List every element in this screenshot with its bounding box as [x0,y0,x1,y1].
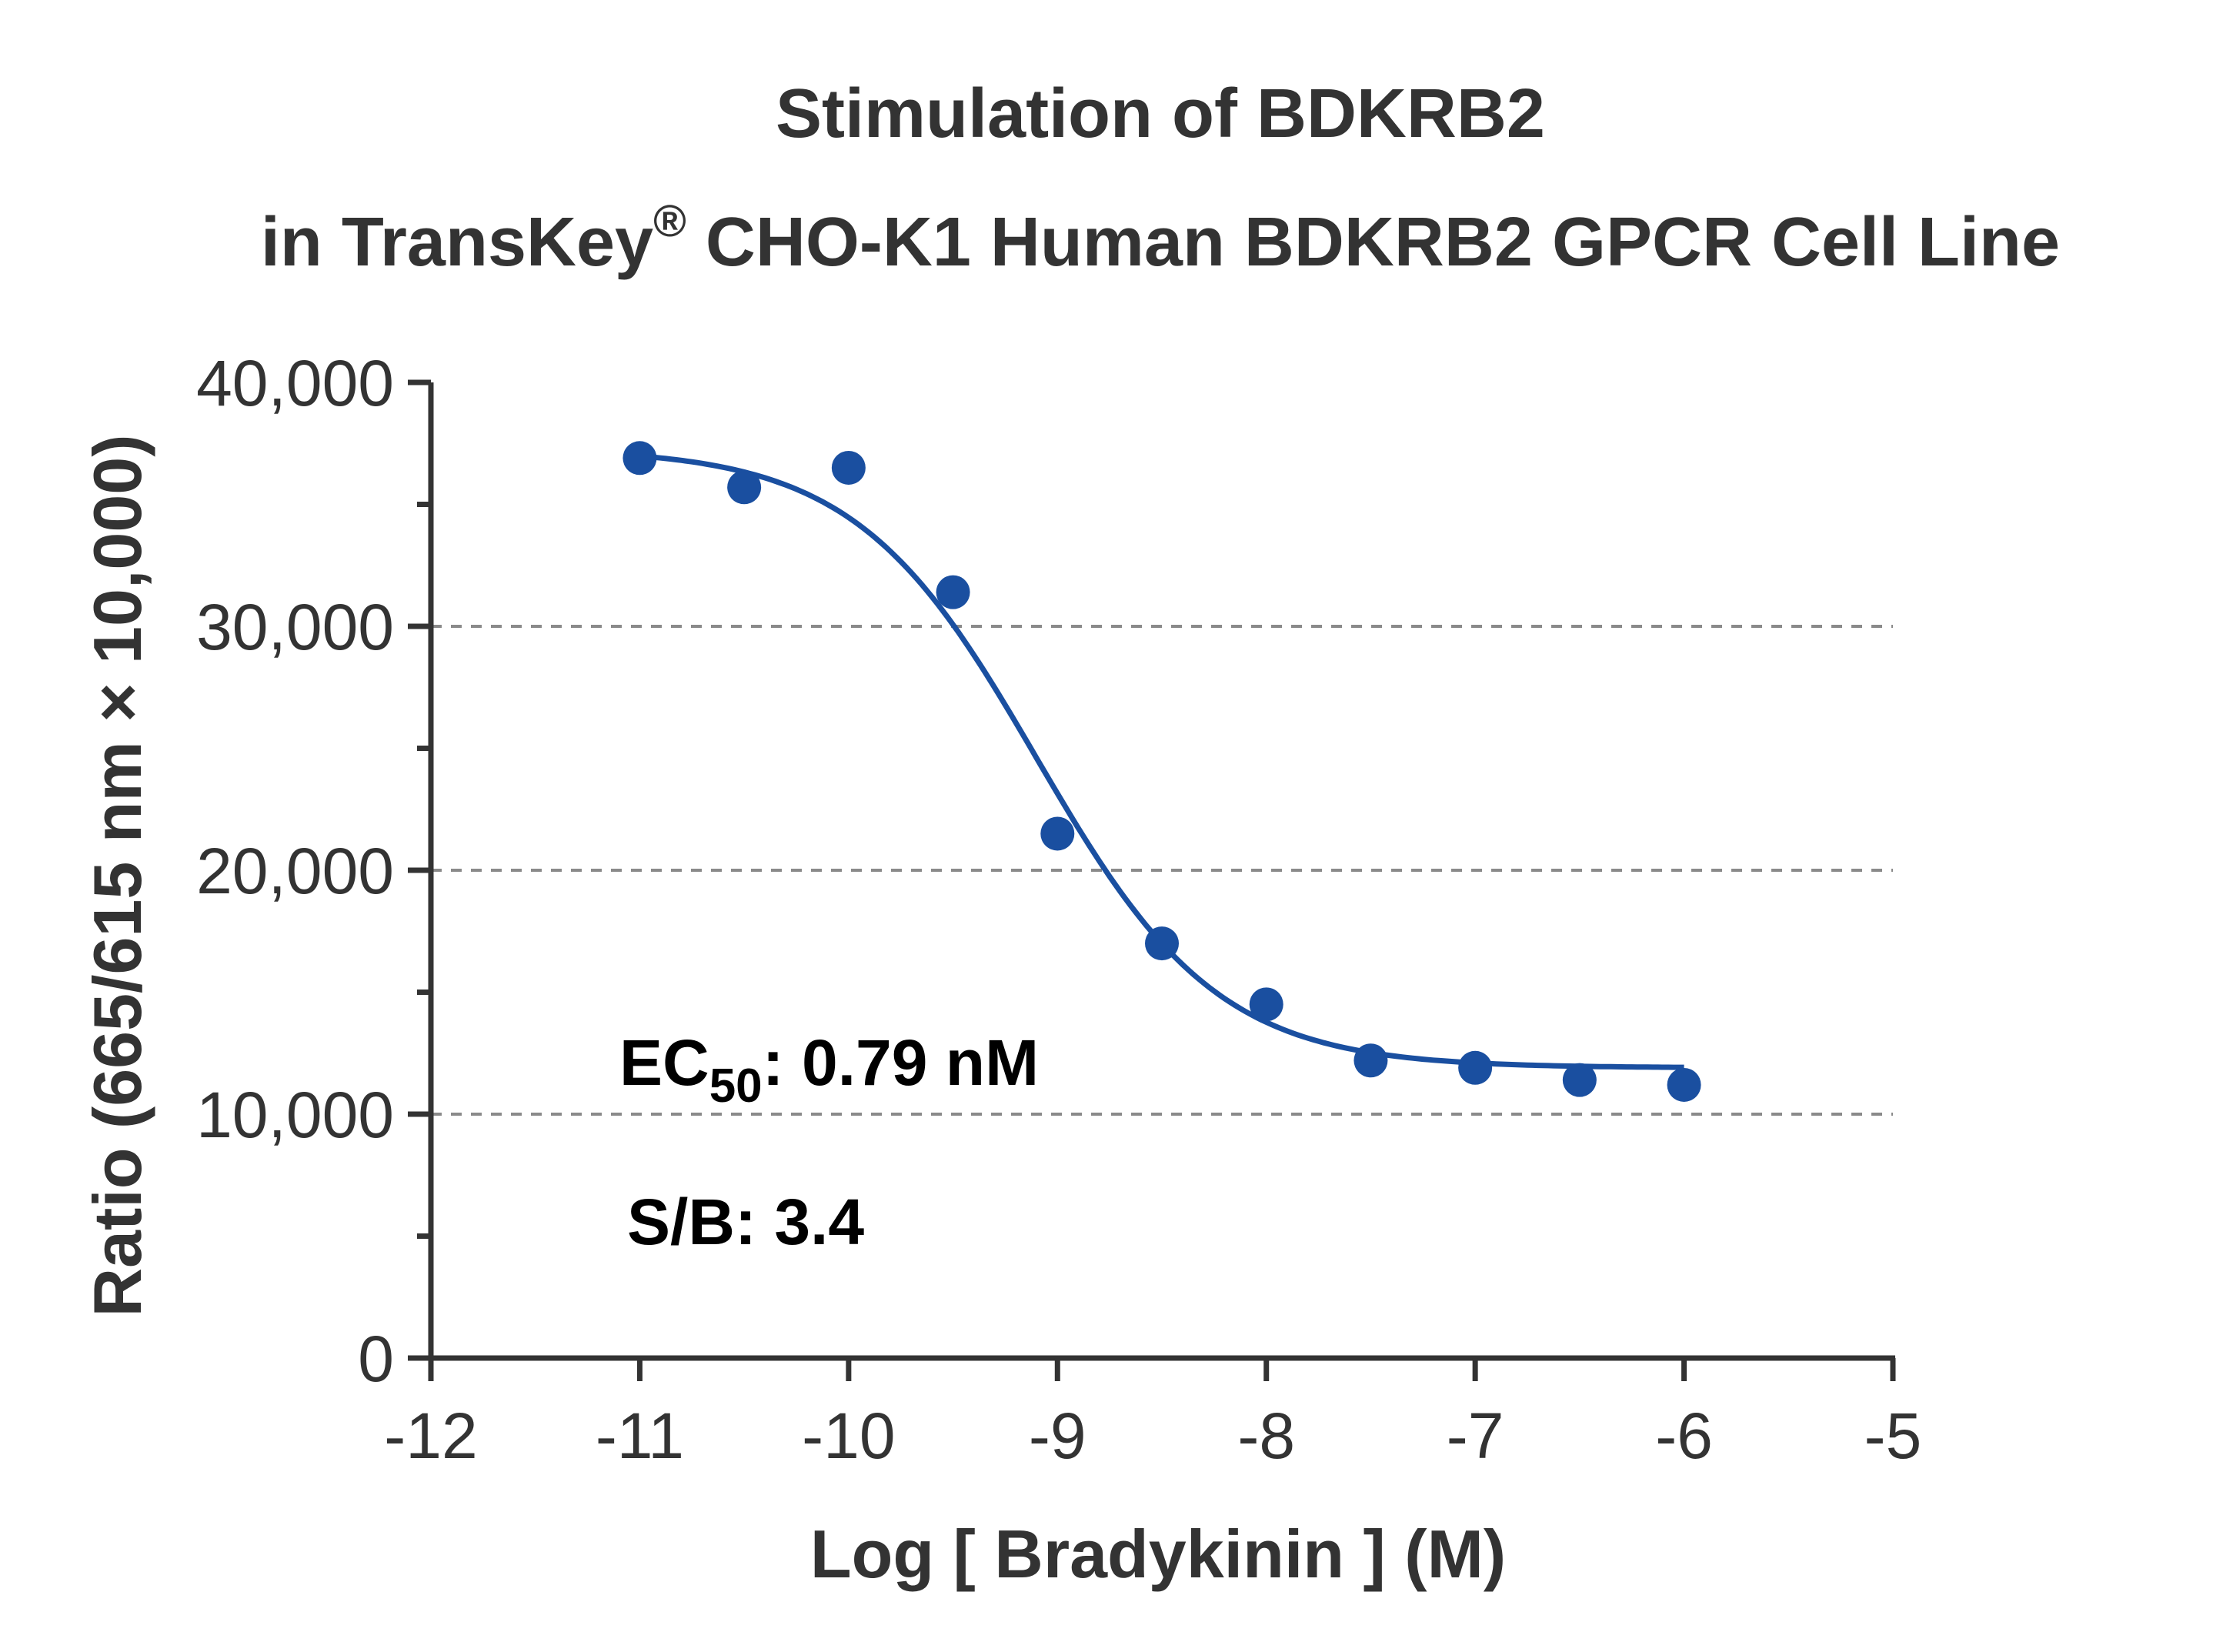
data-point [1145,926,1179,961]
y-tick-label: 10,000 [196,1079,394,1151]
x-tick-label: -5 [1864,1400,1922,1472]
x-tick-label: -12 [384,1400,477,1472]
chart-title-line2-post: CHO-K1 Human BDKRB2 GPCR Cell Line [686,204,2060,281]
x-tick-label: -7 [1447,1400,1504,1472]
y-tick-label: 20,000 [196,835,394,907]
x-axis-label: Log [ Bradykinin ] (M) [810,1516,1506,1592]
data-point [1249,987,1283,1022]
fit-curve [639,453,1684,1070]
x-tick-label: -9 [1029,1400,1086,1472]
chart-title-line1: Stimulation of BDKRB2 [776,75,1545,152]
y-tick-label: 40,000 [196,347,394,419]
chart-title-line2-pre: in TransKey [261,204,653,281]
y-tick-label: 30,000 [196,591,394,663]
data-point [1667,1067,1701,1102]
gridlines [431,625,1893,1116]
data-point [936,575,970,609]
data-point [831,450,866,485]
axes: 0 10,000 20,000 30,000 40,000 -12 -11 -10 -9 -8 -7… [196,347,1921,1472]
ec50-prefix: EC [619,1026,709,1099]
ec50-subscript: 50 [709,1060,763,1113]
ec50-value: : 0.79 nM [763,1026,1039,1099]
x-tick-label: -10 [802,1400,895,1472]
x-tick-label: -8 [1237,1400,1295,1472]
data-point [1354,1043,1388,1078]
ec50-annotation: EC50: 0.79 nM [619,1026,1039,1113]
data-point [623,441,657,476]
data-point [1562,1063,1597,1097]
registered-mark: ® [653,196,686,246]
sb-annotation: S/B: 3.4 [627,1186,864,1258]
fit-curve-group [639,453,1684,1070]
data-points [623,441,1701,1102]
chart-title-line2: in TransKey® CHO-K1 Human BDKRB2 GPCR Ce… [261,196,2060,281]
y-axis-label: Ratio (665/615 nm × 10,000) [79,434,155,1317]
data-point [1458,1050,1493,1085]
x-tick-label: -6 [1655,1400,1713,1472]
data-point [727,470,762,505]
y-tick-label: 0 [358,1323,394,1395]
x-tick-label: -11 [596,1400,684,1472]
data-point [1040,816,1075,851]
